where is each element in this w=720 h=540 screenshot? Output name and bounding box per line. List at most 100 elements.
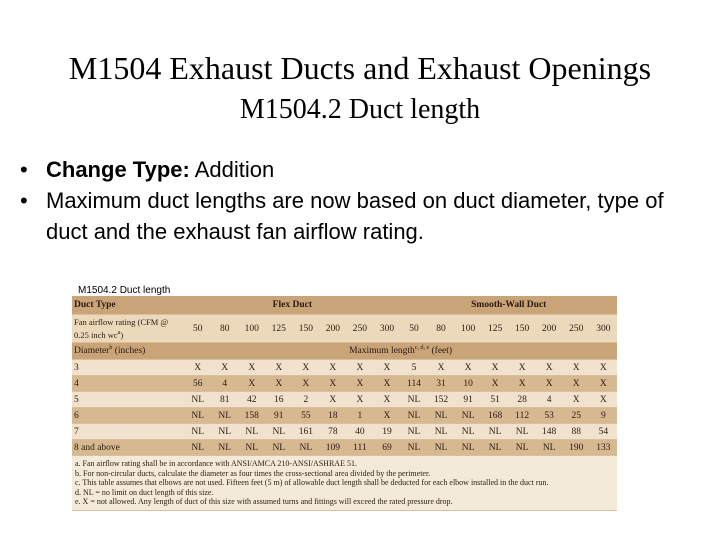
length-cell: X (265, 375, 293, 392)
length-cell: X (481, 375, 509, 392)
diameter-cell: 3 (72, 359, 185, 376)
length-cell: X (373, 391, 401, 408)
length-cell: 55 (292, 407, 320, 424)
length-cell: 1 (346, 407, 374, 424)
airflow-value: 100 (238, 314, 266, 343)
length-cell: 158 (238, 407, 266, 424)
length-cell: 161 (292, 423, 320, 440)
label-text: Fan airflow rating (CFM @ 0.25 inch wc (74, 316, 169, 340)
length-cell: NL (427, 439, 455, 456)
airflow-row: Fan airflow rating (CFM @ 0.25 inch wca)… (72, 314, 617, 343)
length-cell: NL (508, 423, 536, 440)
length-cell: X (508, 375, 536, 392)
airflow-value: 125 (265, 314, 293, 343)
length-cell: X (292, 359, 320, 376)
length-cell: 148 (535, 423, 563, 440)
diameter-cell: 7 (72, 423, 185, 440)
length-cell: 18 (319, 407, 347, 424)
length-cell: 25 (562, 407, 590, 424)
diameter-header-row: Diameterb (inches) Maximum lengthc, d, e … (72, 342, 617, 360)
length-cell: 69 (373, 439, 401, 456)
bullet-label: Change Type: (46, 157, 190, 182)
length-cell: X (238, 359, 266, 376)
length-cell: NL (400, 439, 428, 456)
airflow-value: 250 (346, 314, 374, 343)
length-cell: 10 (454, 375, 482, 392)
length-cell: NL (184, 423, 212, 440)
title: M1504 Exhaust Ducts and Exhaust Openings (68, 50, 652, 86)
diameter-cell: 8 and above (72, 439, 185, 456)
label-text: ) (120, 329, 124, 340)
length-cell: 5 (400, 359, 428, 376)
length-cell: X (589, 359, 617, 376)
length-cell: NL (184, 391, 212, 408)
length-cell: NL (265, 423, 293, 440)
diameter-cell: 4 (72, 375, 185, 392)
length-cell: NL (265, 439, 293, 456)
data-row: 6 NL NL 158 91 55 18 1 X NL NL NL 168 112 53 25 9 (72, 407, 617, 424)
length-cell: 54 (589, 423, 617, 440)
airflow-value: 80 (211, 314, 239, 343)
length-cell: 4 (211, 375, 239, 392)
length-cell: 9 (589, 407, 617, 424)
length-cell: X (589, 375, 617, 392)
data-row: 7 NL NL NL NL 161 78 40 19 NL NL NL NL NL 148 88 54 (72, 423, 617, 440)
diameter-cell: 5 (72, 391, 185, 408)
length-cell: 40 (346, 423, 374, 440)
length-cell: X (211, 359, 239, 376)
length-cell: NL (211, 407, 239, 424)
label-superscript: b (109, 345, 113, 352)
airflow-value: 150 (292, 314, 320, 343)
length-cell: NL (400, 407, 428, 424)
length-cell: NL (454, 423, 482, 440)
max-length-label: Maximum lengthc, d, e (feet) (184, 342, 617, 360)
length-cell: NL (238, 423, 266, 440)
length-cell: NL (292, 439, 320, 456)
subtitle: M1504.2 Duct length (239, 94, 481, 125)
diameter-cell: 6 (72, 407, 185, 424)
length-cell: X (481, 359, 509, 376)
length-cell: 111 (346, 439, 374, 456)
length-cell: 112 (508, 407, 536, 424)
length-cell: X (373, 375, 401, 392)
length-cell: X (373, 359, 401, 376)
airflow-value: 100 (454, 314, 482, 343)
length-cell: 109 (319, 439, 347, 456)
length-cell: 16 (265, 391, 293, 408)
length-cell: X (346, 391, 374, 408)
length-cell: X (319, 359, 347, 376)
length-cell: X (535, 359, 563, 376)
length-cell: 114 (400, 375, 428, 392)
length-cell: 42 (238, 391, 266, 408)
length-cell: 78 (319, 423, 347, 440)
length-cell: X (184, 359, 212, 376)
length-cell: 91 (265, 407, 293, 424)
footnote: a. Fan airflow rating shall be in accord… (75, 459, 357, 468)
length-cell: 2 (292, 391, 320, 408)
length-cell: 51 (481, 391, 509, 408)
airflow-value: 150 (508, 314, 536, 343)
length-cell: X (292, 375, 320, 392)
label-superscript: a (117, 329, 121, 336)
bullet-list: Change Type: Addition Maximum duct lengt… (20, 154, 710, 247)
length-cell: X (535, 375, 563, 392)
length-cell: 152 (427, 391, 455, 408)
header-row: Duct Type Flex Duct Smooth-Wall Duct (72, 296, 617, 315)
length-cell: NL (400, 391, 428, 408)
length-cell: NL (481, 439, 509, 456)
length-cell: NL (481, 423, 509, 440)
label-text: (feet) (429, 346, 453, 357)
footnote: b. For non-circular ducts, calculate the… (75, 468, 431, 478)
length-cell: X (346, 375, 374, 392)
footnote: d. NL = no limit on duct length of this … (75, 487, 214, 497)
label-text: Maximum length (349, 346, 415, 357)
airflow-value: 300 (589, 314, 617, 343)
airflow-value: 125 (481, 314, 509, 343)
data-row: 4 56 4 X X X X X X 114 31 10 X X X X X (72, 375, 617, 392)
bullet-text: Addition (189, 157, 275, 182)
label-text: (inches) (112, 346, 146, 357)
length-cell: NL (184, 439, 212, 456)
group-header: Flex Duct (184, 296, 401, 315)
length-cell: 53 (535, 407, 563, 424)
duct-type-header: Duct Type (72, 296, 185, 315)
